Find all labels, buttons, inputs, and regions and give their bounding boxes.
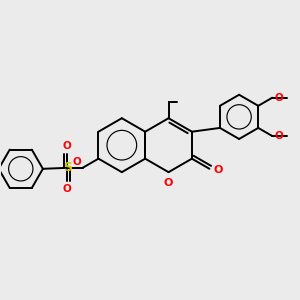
Text: O: O [213, 165, 223, 175]
Text: O: O [164, 178, 173, 188]
Text: O: O [275, 131, 284, 141]
Text: O: O [63, 142, 71, 152]
Text: O: O [63, 184, 71, 194]
Text: O: O [73, 157, 82, 167]
Text: O: O [275, 93, 284, 103]
Text: S: S [63, 161, 72, 174]
